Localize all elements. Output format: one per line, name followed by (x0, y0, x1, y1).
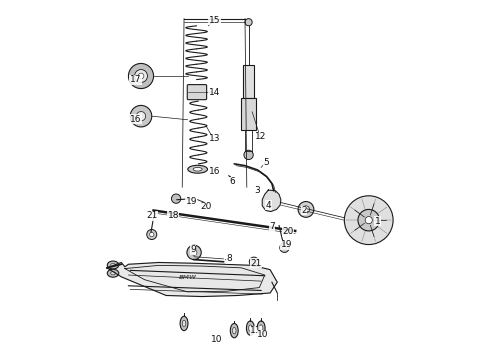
Circle shape (149, 232, 154, 237)
Text: 4: 4 (266, 201, 271, 210)
Circle shape (280, 243, 289, 252)
Circle shape (128, 63, 153, 89)
Text: 10: 10 (257, 330, 269, 339)
Text: 19: 19 (280, 240, 292, 249)
Text: 7: 7 (269, 222, 275, 231)
Text: 21: 21 (250, 259, 262, 268)
Text: 13: 13 (209, 134, 221, 143)
FancyBboxPatch shape (243, 65, 254, 98)
Circle shape (302, 206, 310, 213)
Ellipse shape (107, 261, 119, 269)
Text: 5: 5 (264, 158, 270, 167)
Circle shape (147, 229, 157, 239)
Text: 12: 12 (255, 132, 267, 141)
Text: 9: 9 (190, 246, 196, 255)
Circle shape (358, 210, 379, 231)
Circle shape (172, 194, 181, 203)
Text: 3: 3 (255, 186, 260, 195)
Ellipse shape (188, 165, 208, 173)
Text: 8: 8 (226, 255, 232, 264)
Text: 6: 6 (230, 177, 235, 186)
Circle shape (252, 260, 256, 264)
Circle shape (244, 150, 253, 159)
Text: 10: 10 (211, 335, 222, 344)
Text: 20: 20 (282, 228, 294, 237)
Circle shape (187, 245, 201, 260)
Ellipse shape (248, 325, 252, 331)
Text: 16: 16 (130, 114, 142, 123)
Ellipse shape (257, 321, 265, 335)
Ellipse shape (259, 325, 263, 331)
Text: 20: 20 (200, 202, 211, 211)
Circle shape (365, 217, 372, 224)
Circle shape (245, 19, 252, 26)
Circle shape (135, 69, 147, 82)
Text: BMW: BMW (179, 275, 196, 280)
Polygon shape (125, 265, 265, 292)
Text: 21: 21 (146, 211, 157, 220)
Text: 15: 15 (209, 16, 221, 25)
Circle shape (136, 112, 146, 121)
Circle shape (283, 246, 286, 249)
Circle shape (249, 257, 259, 266)
Ellipse shape (180, 316, 188, 330)
Text: 2: 2 (301, 206, 307, 215)
Circle shape (130, 105, 152, 127)
Ellipse shape (111, 264, 115, 267)
Ellipse shape (230, 323, 238, 338)
Ellipse shape (182, 320, 186, 327)
Ellipse shape (193, 167, 202, 171)
Polygon shape (107, 262, 277, 297)
Ellipse shape (246, 321, 254, 335)
Circle shape (191, 249, 197, 255)
Text: 14: 14 (209, 87, 220, 96)
Text: 16: 16 (209, 167, 221, 176)
Polygon shape (262, 190, 281, 212)
FancyBboxPatch shape (187, 85, 207, 100)
Ellipse shape (107, 269, 119, 277)
Text: 1: 1 (375, 217, 381, 226)
Circle shape (344, 196, 393, 244)
Circle shape (138, 73, 144, 79)
Text: 17: 17 (130, 75, 142, 84)
Text: 19: 19 (185, 197, 197, 206)
Ellipse shape (111, 272, 115, 275)
Text: 11: 11 (250, 326, 262, 335)
FancyBboxPatch shape (242, 98, 256, 130)
Circle shape (298, 202, 314, 217)
Ellipse shape (232, 327, 236, 334)
Text: 18: 18 (168, 211, 179, 220)
